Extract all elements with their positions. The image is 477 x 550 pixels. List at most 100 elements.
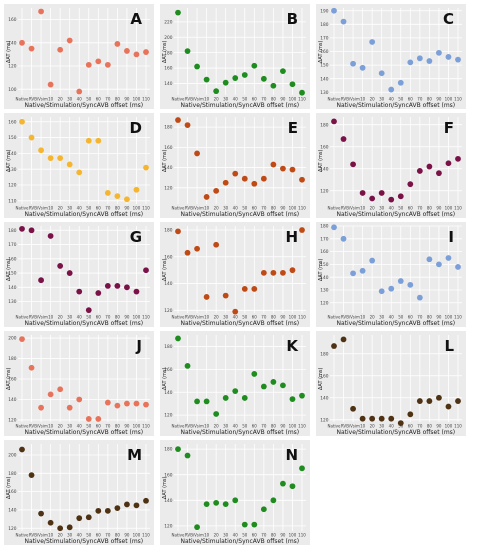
x-tick-label: 50 [86, 206, 92, 211]
data-point [407, 181, 414, 188]
data-point [57, 46, 64, 53]
x-tick-label: 20 [370, 206, 376, 211]
x-tick-label: 10 [360, 424, 366, 429]
x-tick-label: 40 [233, 206, 239, 211]
data-point [455, 264, 461, 270]
data-point [133, 186, 140, 193]
x-tick-label: 40 [389, 315, 395, 320]
data-point [194, 398, 200, 405]
y-axis-title: ΔAT (ms) [318, 367, 324, 390]
data-point [232, 388, 239, 394]
x-tick-label: 80 [271, 206, 277, 211]
x-tick-label: 90 [124, 97, 130, 102]
panel-letter: F [443, 119, 454, 137]
data-point [203, 294, 210, 300]
x-tick-label: BiVsim [190, 97, 204, 102]
y-tick-label: 180 [320, 351, 328, 357]
scatter-plot: 140 160 180 200 220 Native RV BiVsim 10 20 30 40 50 6… [164, 8, 306, 102]
data-point [388, 196, 395, 203]
data-point [378, 70, 385, 77]
data-point [340, 18, 347, 25]
x-tick-label: Native [16, 315, 29, 320]
data-point [232, 497, 239, 504]
data-point [251, 286, 258, 292]
y-tick-label: 200 [164, 35, 172, 41]
panel-letter: A [130, 10, 142, 28]
data-point [270, 82, 277, 89]
data-point [19, 446, 25, 453]
chart-panel-m: 120 140 160 180 200 Native RV BiVsim 10 20 30 40 50 6… [4, 440, 154, 545]
data-point [184, 48, 191, 55]
data-point [222, 292, 229, 299]
y-tick-label: 120 [164, 308, 172, 314]
x-tick-label: 10 [204, 97, 210, 102]
x-tick-label: 70 [417, 206, 423, 211]
panel-letter: K [286, 337, 298, 355]
data-point [95, 58, 102, 65]
data-point [350, 405, 356, 412]
y-axis-title: ΔAT (ms) [318, 40, 324, 63]
x-tick-label: 70 [105, 206, 111, 211]
data-point [232, 170, 239, 177]
chart-panel-f: 120 140 160 180 Native RV BiVsim 10 20 30 40 50 60 70… [316, 113, 466, 218]
data-point [241, 175, 248, 182]
y-tick-label: 150 [320, 63, 328, 69]
data-point [104, 399, 111, 406]
x-axis-title: Native/Stimulation/SyncAVB offset (ms) [24, 429, 144, 436]
y-tick-label: 120 [320, 300, 328, 306]
panel-letter: E [287, 119, 298, 137]
x-tick-label: 10 [48, 424, 54, 429]
x-axis-title: Native/Stimulation/SyncAVB offset (ms) [24, 102, 144, 109]
data-point [124, 48, 130, 54]
y-tick-label: 140 [164, 165, 172, 171]
data-point [369, 415, 376, 422]
data-point [213, 499, 220, 506]
x-tick-label: 20 [370, 97, 376, 102]
x-axis-title: Native/Stimulation/SyncAVB offset (ms) [336, 320, 456, 327]
x-tick-label: 40 [77, 424, 83, 429]
x-tick-label: 70 [261, 424, 267, 429]
y-tick-label: 140 [320, 166, 328, 172]
x-axis-title: Native/Stimulation/SyncAVB offset (ms) [336, 102, 456, 109]
x-tick-label: 30 [223, 533, 229, 538]
y-tick-label: 150 [320, 262, 328, 268]
x-tick-label: Native [172, 424, 185, 429]
x-tick-label: 70 [105, 97, 111, 102]
data-point [397, 278, 404, 284]
x-tick-label: 100 [133, 206, 141, 211]
x-tick-label: RV [29, 97, 35, 102]
data-point [378, 288, 385, 295]
x-tick-label: 70 [417, 315, 423, 320]
x-tick-label: BiVsim [346, 206, 360, 211]
x-tick-label: 80 [427, 97, 433, 102]
data-point [455, 155, 461, 162]
x-axis-title: Native/Stimulation/SyncAVB offset (ms) [24, 538, 144, 545]
data-point [241, 72, 248, 78]
x-tick-label: 60 [408, 206, 414, 211]
data-point [397, 420, 404, 427]
x-tick-label: 40 [77, 206, 83, 211]
data-point [133, 288, 140, 295]
chart-panel-n: 120 140 160 180 Native RV BiVsim 10 20 30 40 50 60 70… [160, 440, 310, 545]
y-tick-label: 140 [164, 390, 172, 396]
x-tick-label: 110 [454, 97, 462, 102]
x-tick-label: 50 [242, 315, 248, 320]
data-point [260, 175, 267, 182]
y-axis-title: ΔAT (ms) [162, 476, 168, 499]
x-tick-label: RV [341, 424, 347, 429]
chart-panel-a: 100 120 140 160 Native RV BiVsim 10 20 30 40 50 60 70… [4, 4, 154, 109]
y-tick-label: 120 [320, 188, 328, 194]
panel-letter: B [286, 10, 298, 28]
data-point [299, 227, 305, 233]
data-point [416, 294, 423, 301]
x-tick-label: BiVsim [34, 315, 48, 320]
x-tick-label: BiVsim [34, 424, 48, 429]
data-point [397, 193, 404, 200]
data-point [270, 161, 277, 168]
x-tick-label: Native [16, 533, 29, 538]
y-axis-title: ΔAT (ms) [318, 149, 324, 172]
x-tick-label: 100 [289, 315, 297, 320]
data-point [251, 371, 258, 377]
y-tick-label: 140 [8, 285, 16, 291]
